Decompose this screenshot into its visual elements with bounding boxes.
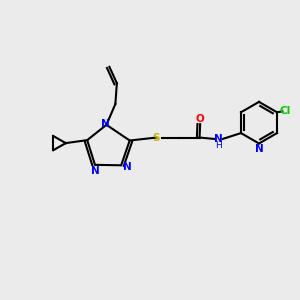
Text: H: H — [215, 141, 222, 150]
Text: N: N — [91, 167, 99, 176]
Text: O: O — [196, 114, 205, 124]
Text: N: N — [255, 144, 263, 154]
Text: N: N — [214, 134, 223, 144]
Text: N: N — [100, 119, 109, 129]
Text: S: S — [153, 133, 160, 142]
Text: Cl: Cl — [279, 106, 291, 116]
Text: N: N — [123, 162, 132, 172]
